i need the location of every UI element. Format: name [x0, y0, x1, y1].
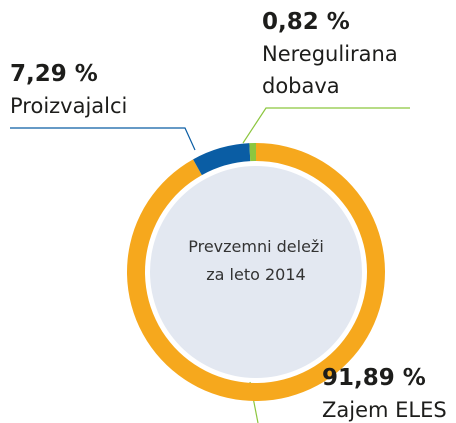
donut-segment — [193, 143, 251, 176]
donut-segment — [249, 143, 256, 162]
leader-line — [242, 107, 410, 144]
value-label: 7,29 % — [10, 61, 98, 87]
category-label: Neregulirana dobava — [262, 42, 398, 98]
category-label: Zajem ELES — [322, 398, 447, 422]
value-label: 0,82 % — [262, 9, 350, 35]
center-text: za leto 2014 — [206, 265, 305, 284]
leader-line — [10, 127, 196, 151]
center-text: Prevzemni deleži — [188, 237, 324, 256]
category-label: Proizvajalci — [10, 94, 128, 118]
value-label: 91,89 % — [322, 365, 426, 391]
inner-disc — [150, 166, 362, 378]
